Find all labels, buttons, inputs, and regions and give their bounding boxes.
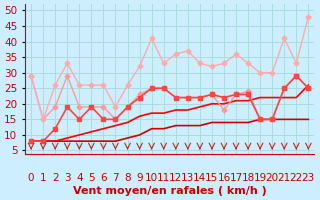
X-axis label: Vent moyen/en rafales ( km/h ): Vent moyen/en rafales ( km/h )	[73, 186, 267, 196]
